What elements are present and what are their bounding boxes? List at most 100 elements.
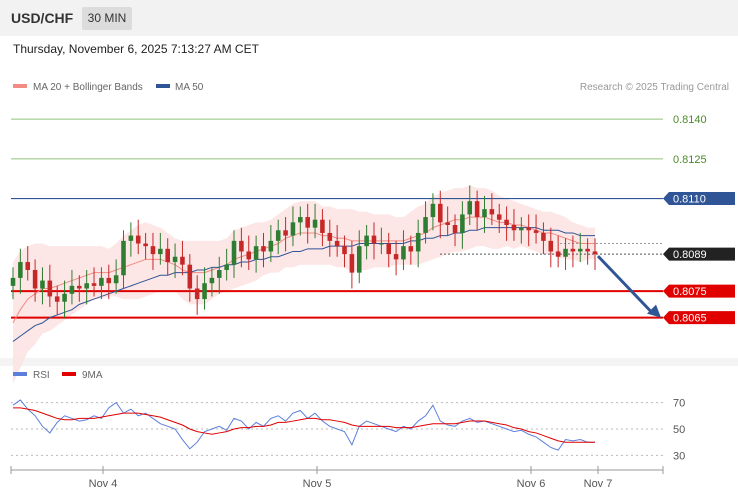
- candle-body: [216, 269, 222, 278]
- projection-arrowhead: [647, 304, 661, 318]
- x-tick-label-nov-5: Nov 5: [303, 478, 332, 490]
- rsi-ma-legend-label: 9MA: [82, 370, 103, 381]
- candle-body: [180, 256, 185, 265]
- x-tick-label-nov-6: Nov 6: [517, 478, 546, 490]
- candle-body: [91, 283, 97, 286]
- candle-body: [209, 277, 215, 284]
- candle-body: [408, 246, 414, 252]
- candle-body: [40, 280, 45, 289]
- candle-body: [290, 222, 296, 236]
- rsi-legend-label: RSI: [33, 370, 50, 381]
- candle-body: [467, 201, 473, 215]
- candle-body: [135, 235, 141, 244]
- candle-body: [10, 277, 16, 286]
- candle-body: [99, 277, 104, 286]
- candle-body: [482, 209, 487, 218]
- candle-body: [143, 243, 148, 247]
- candle-body: [423, 217, 428, 233]
- candle-body: [415, 232, 421, 252]
- ma50-legend-label: MA 50: [175, 82, 204, 93]
- candle-body: [246, 251, 252, 260]
- level-label-0.8125: 0.8125: [673, 154, 707, 166]
- candle-body: [533, 230, 539, 233]
- candle-body: [312, 219, 318, 228]
- candle-body: [342, 246, 347, 255]
- ma20-legend-swatch: [13, 84, 27, 88]
- projection-arrow: [596, 255, 661, 318]
- candle-body: [298, 217, 303, 223]
- candle-body: [113, 275, 119, 284]
- candle-body: [69, 285, 75, 294]
- candle-body: [150, 246, 156, 255]
- level-label-0.8065: 0.8065: [673, 313, 707, 325]
- x-tick-label-nov-7: Nov 7: [584, 478, 613, 490]
- chart-datetime: Thursday, November 6, 2025 7:13:27 AM CE…: [13, 42, 259, 56]
- level-lines: [11, 118, 663, 319]
- candle-body: [585, 248, 590, 252]
- candle-body: [563, 248, 568, 257]
- timeframe-button[interactable]: 30 MIN: [82, 7, 132, 30]
- candle-body: [327, 232, 333, 241]
- x-tick-label-nov-4: Nov 4: [89, 478, 118, 490]
- candle-body: [224, 264, 229, 270]
- support-tag-0.8065: [663, 311, 735, 325]
- ma20-legend-label: MA 20 + Bollinger Bands: [33, 82, 143, 93]
- candle-body: [320, 219, 325, 233]
- candle-body: [187, 264, 193, 289]
- candle-body: [158, 248, 163, 255]
- candle-body: [194, 288, 200, 300]
- rsi-line: [12, 399, 595, 451]
- level-label-0.8075: 0.8075: [673, 286, 707, 298]
- projection-line: [596, 255, 654, 314]
- candle-body: [489, 209, 495, 215]
- candle-body: [438, 203, 443, 223]
- rsi-panel: 70 50 30: [11, 398, 685, 462]
- candle-body: [519, 227, 524, 231]
- candle-body: [62, 293, 67, 302]
- candle-body: [121, 240, 126, 276]
- candle-body: [445, 222, 450, 225]
- candle-body: [526, 227, 531, 231]
- candle-body: [253, 246, 259, 260]
- candle-body: [555, 251, 561, 257]
- candle-body: [106, 277, 112, 284]
- candle-body: [393, 254, 399, 260]
- level-label-0.8110: 0.8110: [673, 194, 706, 206]
- candle-body: [32, 269, 38, 289]
- rsi-ma-legend-swatch: [62, 372, 76, 376]
- candle-body: [283, 230, 288, 236]
- panel-separator: [0, 358, 738, 366]
- candle-body: [577, 248, 583, 252]
- rsi-level-label-50: 50: [673, 424, 685, 436]
- rsi-level-label-30: 30: [673, 450, 685, 462]
- ma50-legend-swatch: [156, 84, 170, 88]
- level-label-0.8089: 0.8089: [673, 249, 707, 261]
- candle-body: [511, 225, 517, 231]
- candle-body: [268, 240, 274, 252]
- candle-body: [386, 243, 392, 255]
- moving-averages: [12, 216, 595, 342]
- candle-body: [18, 262, 23, 278]
- candle-body: [305, 217, 310, 228]
- candle-body: [570, 248, 576, 252]
- candle-body: [165, 248, 170, 263]
- candle-body: [430, 203, 436, 218]
- candle-body: [504, 219, 509, 225]
- pivot-tag: [663, 192, 735, 206]
- x-axis: Nov 4 Nov 5 Nov 6 Nov 7: [10, 466, 664, 490]
- level-labels: 0.8140 0.8125 0.8110 0.8089 0.8075 0.8065: [663, 114, 735, 325]
- candle-body: [349, 254, 355, 273]
- candle-body: [460, 214, 465, 233]
- rsi-level-label-70: 70: [673, 398, 685, 410]
- candle-body: [202, 283, 207, 300]
- candle-body: [231, 240, 237, 265]
- candle-body: [77, 285, 82, 289]
- candle-body: [371, 235, 377, 244]
- candle-body: [356, 246, 362, 273]
- ma50-line: [12, 227, 595, 342]
- candle-body: [54, 296, 60, 302]
- support-tag-0.8075: [663, 284, 735, 298]
- symbol-title: USD/CHF: [11, 10, 74, 26]
- level-label-0.8140: 0.8140: [673, 114, 707, 126]
- candle-body: [275, 230, 281, 241]
